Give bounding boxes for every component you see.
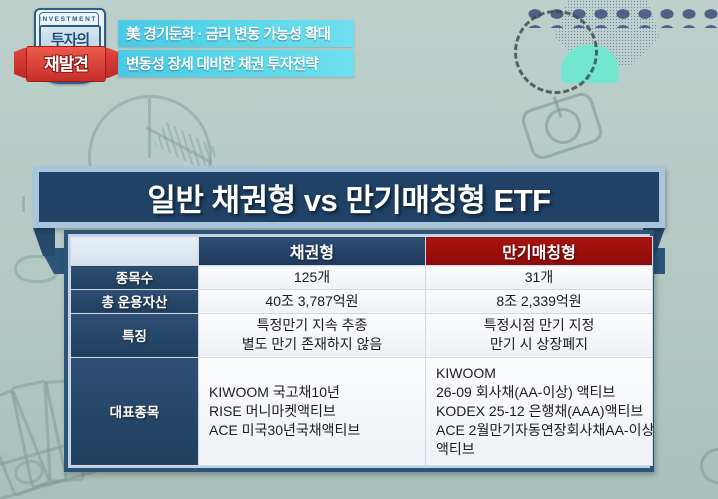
table-row: 특징 특정만기 지속 추종 별도 만기 존재하지 않음 특정시점 만기 지정 만기 시 …: [70, 312, 653, 358]
table-cell-line: ACE 미국30년국채액티브: [209, 421, 361, 438]
table-row-label: 특징: [70, 312, 199, 358]
coin-mark-icon: [552, 93, 571, 119]
table-cell-b: KIWOOM 26-09 회사채(AA-이상) 액티브 KODEX 25-12 은행…: [425, 356, 655, 467]
table-row-label: 총 운용자산: [70, 288, 199, 314]
coin-outline-right-icon: [700, 448, 718, 484]
table-cell-line: 액티브: [436, 440, 475, 457]
table-cell-a: KIWOOM 국고채10년 RISE 머니마켓액티브 ACE 미국30년국채액티브: [198, 356, 426, 467]
title-bar-inner: 일반 채권형 vs 만기매칭형 ETF: [39, 172, 659, 222]
dot-row-decoration: [524, 6, 718, 28]
table-cell-line: 125개: [293, 268, 331, 285]
table-cell-line: RISE 머니마켓액티브: [209, 402, 336, 419]
table-head: 채권형 만기매칭형: [70, 236, 653, 266]
table-cell-line: 40조 3,787억원: [265, 292, 359, 309]
table-cell-line: KIWOOM: [436, 365, 496, 382]
logo-ribbon-center: 재발견: [26, 46, 106, 82]
pie-hatch-decoration: [153, 121, 220, 173]
headline-text-2: 변동성 장세 대비한 채권 투자전략: [126, 57, 319, 73]
table-cell-a: 125개: [198, 265, 426, 290]
tick-mark-decoration: [22, 196, 25, 212]
table-row-label: 대표종목: [70, 356, 199, 467]
headline-banner: 美 경기둔화 · 금리 변동 가능성 확대 변동성 장세 대비한 채권 투자전략: [118, 20, 354, 80]
dotted-polygon-decoration: [555, 0, 660, 66]
headline-text-1: 美 경기둔화 · 금리 변동 가능성 확대: [126, 27, 331, 43]
table-header-col-b: 만기매칭형: [425, 236, 653, 266]
table-body: 종목수 125개 31개 총 운용자산 40조 3,787억원 8조 2,339억원 특징 특…: [70, 265, 655, 467]
headline-line-2: 변동성 장세 대비한 채권 투자전략: [118, 50, 354, 77]
pie-slice-line: [148, 98, 151, 158]
table-cell-line: 8조 2,339억원: [496, 292, 582, 309]
coin-outline-icon: [518, 89, 606, 163]
headline-line-1: 美 경기둔화 · 금리 변동 가능성 확대: [118, 20, 354, 47]
table-row: 대표종목 KIWOOM 국고채10년 RISE 머니마켓액티브 ACE 미국30년국채…: [70, 356, 655, 467]
table-cell-line: 26-09 회사채(AA-이상) 액티브: [436, 383, 616, 400]
table-row-label: 종목수: [70, 265, 199, 290]
logo-title-line1: 투자의: [50, 31, 90, 49]
table-row: 종목수 125개 31개: [70, 265, 653, 290]
table-cell-line: KODEX 25-12 은행채(AAA)액티브: [436, 402, 644, 419]
logo-investment-text: INVESTMENT: [39, 16, 97, 23]
table-row: 총 운용자산 40조 3,787억원 8조 2,339억원: [70, 288, 653, 314]
dashed-circle-decoration: [514, 10, 598, 94]
table-header-row: 채권형 만기매칭형: [70, 236, 653, 266]
teal-blob-decoration: [561, 45, 619, 83]
table-cell-line: 만기 시 상장폐지: [490, 336, 588, 353]
program-logo: INVESTMENT 투자의 재발견: [12, 4, 120, 88]
table-cell-line: ACE 2월만기자동연장회사채AA-이상: [436, 421, 655, 438]
table-cell-line: KIWOOM 국고채10년: [209, 383, 340, 400]
table-cell-b: 31개: [425, 265, 653, 290]
table-header-col-a: 채권형: [198, 236, 426, 266]
table-cell-b: 8조 2,339억원: [425, 288, 653, 314]
logo-title-line2: 재발견: [44, 54, 89, 74]
table-cell-line: 31개: [524, 268, 554, 285]
table-corner-cell: [70, 236, 199, 266]
coin-inner-icon: [540, 103, 586, 149]
table-cell-line: 특정만기 지속 추종: [256, 317, 368, 334]
table-cell-line: 특정시점 만기 지정: [483, 317, 595, 334]
title-bar: 일반 채권형 vs 만기매칭형 ETF: [33, 166, 665, 228]
pie-slice-line-2: [145, 126, 213, 164]
table-cell-a: 40조 3,787억원: [198, 288, 426, 314]
page-title: 일반 채권형 vs 만기매칭형 ETF: [147, 182, 551, 218]
table-cell-line: 별도 만기 존재하지 않음: [241, 336, 383, 353]
